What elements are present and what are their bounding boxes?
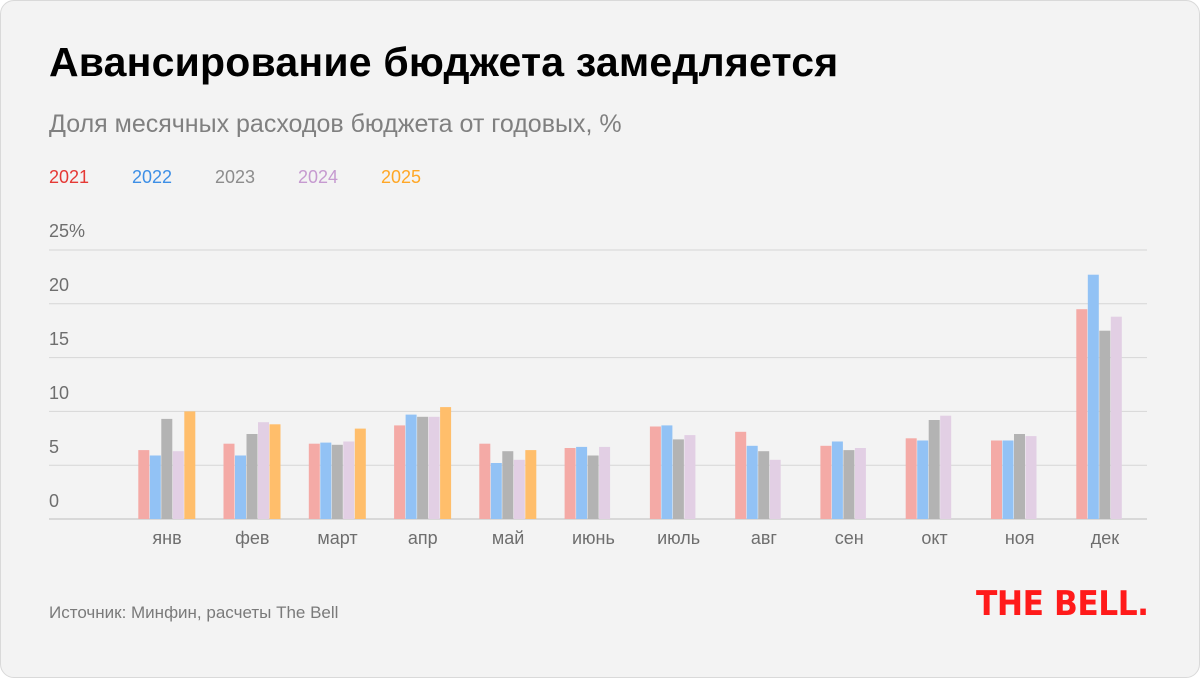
bar-2024-апр [428,416,440,519]
bar-2021-май [479,443,491,519]
bar-2022-июнь [576,446,588,519]
legend-item-2021: 2021 [49,167,90,187]
bar-2025-май [525,450,537,519]
bar-2022-окт [917,440,929,519]
bar-2024-июнь [599,446,611,519]
bar-2024-май [513,459,525,519]
bar-2021-дек [1076,309,1088,519]
legend-item-2024: 2024 [298,167,339,187]
bar-2022-янв [149,455,161,519]
y-tick-label: 5 [49,437,60,457]
y-tick-label: 25% [49,221,86,241]
x-tick-label: март [317,528,357,548]
bar-2025-апр [440,407,452,519]
bar-2023-апр [417,416,429,519]
bar-2021-июль [649,426,661,519]
y-tick-label: 20 [49,275,70,295]
bar-2024-окт [940,415,952,519]
bar-2024-авг [769,459,781,519]
bar-2023-авг [758,451,770,519]
bar-2022-апр [405,414,417,519]
y-tick-label: 0 [49,491,60,511]
x-tick-label: авг [751,528,778,548]
bar-2024-дек [1110,316,1122,519]
bar-2023-окт [928,420,940,519]
bar-2024-янв [172,451,184,519]
bar-2024-март [343,441,355,519]
bar-2022-сен [831,441,843,519]
bar-2022-март [320,442,332,519]
x-tick-label: апр [408,528,438,548]
x-tick-label: июнь [572,528,615,548]
x-tick-label: янв [152,528,181,548]
bar-2023-май [502,451,514,519]
the-bell-logo: THE BELL. [976,584,1149,624]
bar-2024-фев [258,422,269,519]
legend-item-2022: 2022 [132,167,173,187]
bar-2021-апр [394,425,406,519]
legend: 2021 2022 2023 2024 2025 [49,167,464,188]
bar-2023-ноя [1014,434,1025,519]
bar-2021-сен [820,445,832,519]
bar-2021-янв [138,450,150,519]
bar-2024-июль [684,435,696,519]
chart-title: Авансирование бюджета замедляется [49,39,839,85]
bar-2021-авг [735,431,747,519]
bar-2023-дек [1099,330,1111,519]
x-tick-label: ноя [1005,528,1035,548]
x-tick-label: июль [657,528,700,548]
bar-2025-фев [269,424,281,519]
legend-item-2023: 2023 [215,167,256,187]
x-tick-label: дек [1091,528,1120,548]
bar-2021-ноя [991,440,1002,519]
bar-2022-май [490,463,502,519]
x-tick-label: окт [921,528,947,548]
bar-2021-март [308,443,320,519]
bar-2022-авг [746,445,758,519]
x-tick-label: фев [235,528,269,548]
legend-item-2025: 2025 [381,167,422,187]
x-tick-label: сен [835,528,864,548]
bar-2025-янв [184,411,196,519]
bar-2024-ноя [1025,436,1037,519]
bar-2024-сен [854,448,866,519]
bar-2023-сен [843,450,855,519]
bar-2023-янв [161,418,173,519]
bar-2023-июнь [587,455,599,519]
bar-2022-июль [661,425,673,519]
bar-2021-окт [905,438,917,519]
bar-2022-ноя [1002,440,1014,519]
x-tick-label: май [492,528,524,548]
bar-2021-июнь [564,448,576,519]
bar-2023-март [331,444,343,519]
y-tick-label: 15 [49,329,70,349]
bar-2021-фев [223,443,235,519]
source-note: Источник: Минфин, расчеты The Bell [49,603,339,622]
chart-subtitle: Доля месячных расходов бюджета от годовы… [49,110,622,138]
bar-2023-июль [672,439,684,519]
bar-2022-фев [235,455,246,519]
bar-2025-март [354,428,366,519]
bar-2023-фев [246,434,258,519]
y-tick-label: 10 [49,383,70,403]
bar-2022-дек [1087,274,1099,519]
